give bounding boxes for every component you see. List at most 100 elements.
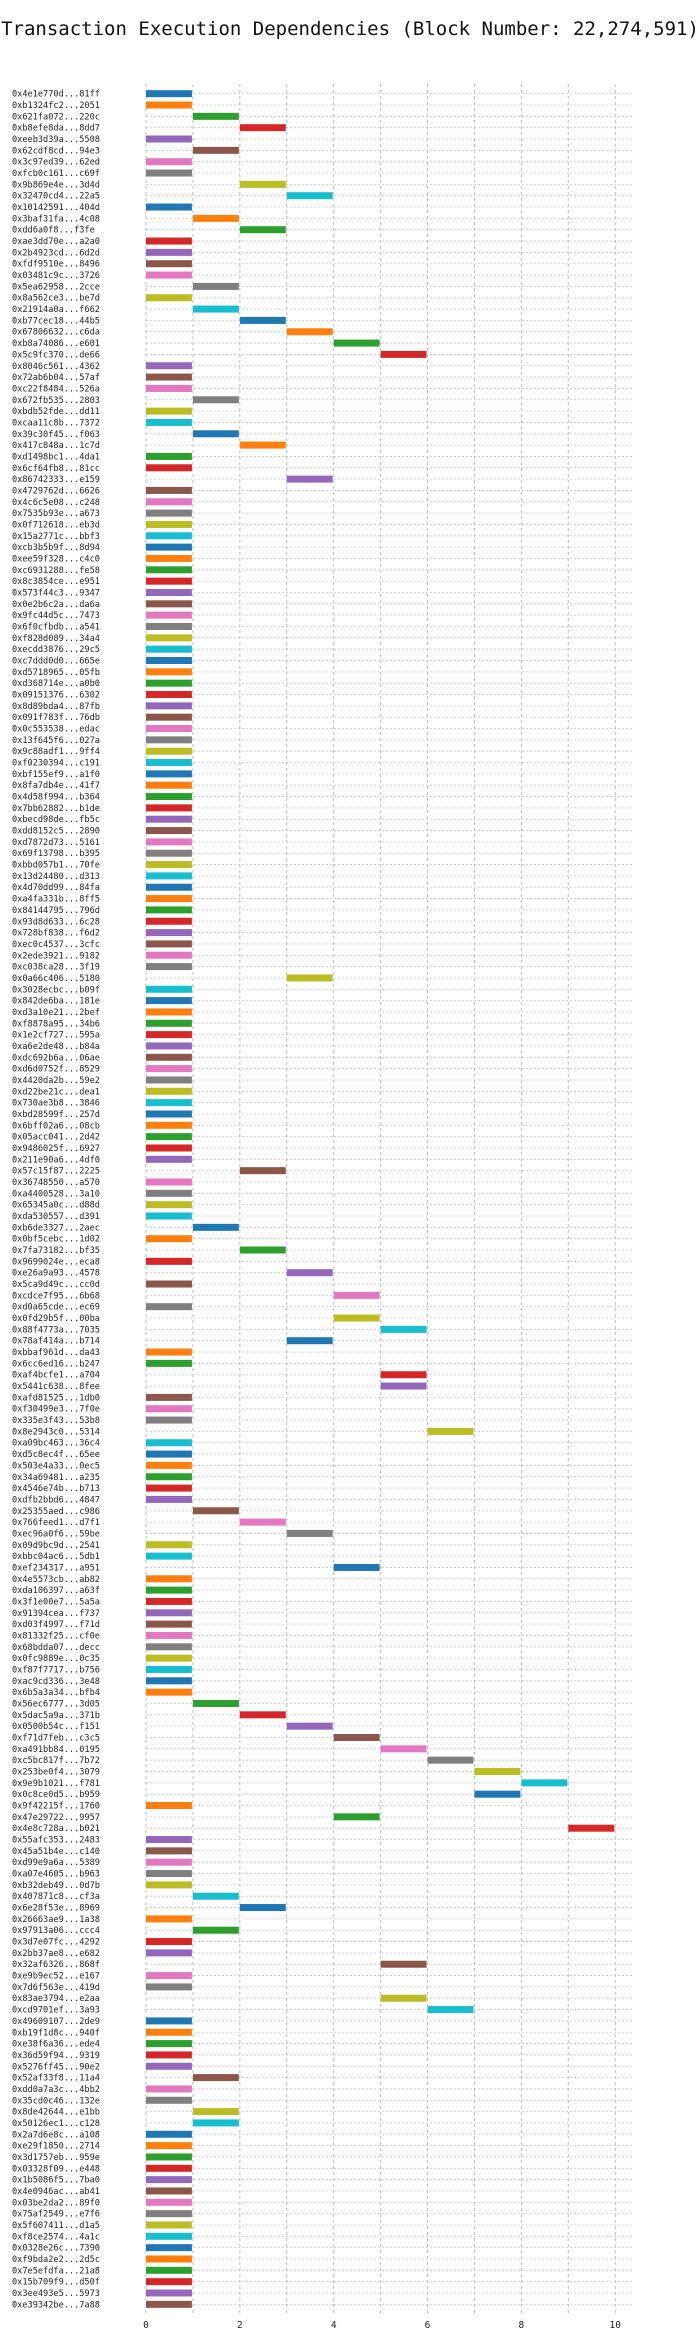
y-tick-label: 0xae3dd70e...a2a0 <box>12 237 100 247</box>
y-tick-label: 0x0f712618...eb3d <box>12 520 100 530</box>
transaction-bar <box>146 452 192 460</box>
transaction-bar <box>146 1881 192 1889</box>
transaction-bar <box>146 2176 192 2184</box>
transaction-bar <box>146 1972 192 1980</box>
y-tick-label: 0x72ab6b04...57af <box>12 373 100 383</box>
y-tick-label: 0x5c9fc370...de66 <box>12 350 100 360</box>
y-tick-label: 0x621fa072...220c <box>12 112 100 122</box>
y-tick-label: 0x26663ae9...1a38 <box>12 1915 100 1925</box>
transaction-bar <box>286 328 333 336</box>
transaction-bar <box>146 2198 192 2206</box>
transaction-bar <box>146 2028 192 2036</box>
transaction-bar <box>192 214 239 222</box>
transaction-bar <box>146 997 192 1005</box>
transaction-bar <box>521 1779 568 1787</box>
transaction-bar <box>192 282 239 290</box>
y-tick-label: 0x86742333...e159 <box>12 475 100 485</box>
x-tick-label: 10 <box>610 2320 622 2331</box>
y-tick-label: 0x52af33f8...11a4 <box>12 2074 100 2084</box>
y-tick-label: 0x56ec6777...3d05 <box>12 1699 100 1709</box>
transaction-bar <box>146 1280 192 1288</box>
transaction-bar <box>146 1087 192 1095</box>
transaction-bar <box>146 2017 192 2025</box>
y-tick-label: 0x78af414a...b714 <box>12 1337 100 1347</box>
y-tick-label: 0x091f783f...76db <box>12 713 100 723</box>
transaction-bar <box>192 430 239 438</box>
y-tick-label: 0x6f0cfbdb...a541 <box>12 622 100 632</box>
transaction-bar <box>380 1325 427 1333</box>
y-tick-label: 0x15a2771c...bbf3 <box>12 532 100 542</box>
transaction-bar <box>146 2164 192 2172</box>
transaction-bar <box>146 2255 192 2263</box>
y-tick-label: 0xd368714e...a0b0 <box>12 679 100 689</box>
y-tick-label: 0x503e4a33...0ec5 <box>12 1461 100 1471</box>
transaction-bar <box>286 1529 333 1537</box>
transaction-bar <box>146 588 192 596</box>
transaction-bar <box>146 362 192 370</box>
y-tick-label: 0xa4fa331b...8ff5 <box>12 895 100 905</box>
y-tick-label: 0x0a66c406...5180 <box>12 974 100 984</box>
transaction-bar <box>286 1337 333 1345</box>
transaction-bar <box>146 1665 192 1673</box>
y-tick-label: 0xd22be21c...dea1 <box>12 1087 100 1097</box>
transaction-bar <box>146 940 192 948</box>
y-tick-label: 0x672fb535...2803 <box>12 396 100 406</box>
y-tick-label: 0x69f13798...b395 <box>12 849 100 859</box>
y-tick-label: 0x4d58f994...b364 <box>12 793 100 803</box>
transaction-bar <box>146 90 192 98</box>
y-tick-label: 0x13f645f6...027a <box>12 736 100 746</box>
y-tick-label: 0x5ea62958...2cce <box>12 282 100 292</box>
y-tick-label: 0x6cf64fb8...81cc <box>12 464 100 474</box>
y-tick-label: 0x8046c561...4362 <box>12 362 100 372</box>
y-tick-label: 0xdc692b6a...06ae <box>12 1053 100 1063</box>
y-tick-label: 0xb32deb49...0d7b <box>12 1881 100 1891</box>
y-tick-label: 0xd99e9a6a...5389 <box>12 1858 100 1868</box>
y-tick-label: 0xd5c8ec4f...65ee <box>12 1450 100 1460</box>
transaction-bar <box>380 1745 427 1753</box>
transaction-bar <box>146 1870 192 1878</box>
transaction-bar <box>146 1201 192 1209</box>
y-tick-label: 0x417c848a...1c7d <box>12 441 100 451</box>
transaction-bar <box>146 2187 192 2195</box>
transaction-bar <box>146 793 192 801</box>
y-tick-label: 0x09d9bc9d...2541 <box>12 1541 100 1551</box>
y-tick-label: 0xf87f7717...b756 <box>12 1665 100 1675</box>
transaction-bar <box>146 1609 192 1617</box>
y-tick-label: 0xbbaf961d...da43 <box>12 1348 100 1358</box>
y-tick-label: 0xbbd057b1...70fe <box>12 861 100 871</box>
transaction-bar <box>146 1677 192 1685</box>
transaction-bar <box>146 532 192 540</box>
y-tick-label: 0x84144795...796d <box>12 906 100 916</box>
y-tick-label: 0x3f1e00e7...5a5a <box>12 1597 100 1607</box>
y-tick-label: 0x50126ec1...c128 <box>12 2119 100 2129</box>
transaction-bar <box>146 1915 192 1923</box>
y-tick-label: 0x4e0946ac...ab41 <box>12 2187 100 2197</box>
y-tick-label: 0x8fa7db4e...41f7 <box>12 781 100 791</box>
y-tick-label: 0x03481c9c...3726 <box>12 271 100 281</box>
transaction-bar <box>146 895 192 903</box>
y-tick-label: 0x39c30f45...f063 <box>12 430 100 440</box>
transaction-bar <box>146 1178 192 1186</box>
y-tick-label: 0x6bff02a6...08cb <box>12 1121 100 1131</box>
transaction-bar <box>333 1563 380 1571</box>
transaction-bar <box>333 1291 380 1299</box>
y-tick-label: 0x7bb62882...b1de <box>12 804 100 814</box>
y-tick-label: 0xdd0a7a3c...4bb2 <box>12 2085 100 2095</box>
x-tick-label: 8 <box>519 2320 525 2331</box>
y-tick-label: 0x83ae3794...e2aa <box>12 1994 100 2004</box>
transaction-bar <box>146 248 192 256</box>
y-tick-label: 0xc6931288...fe58 <box>12 566 100 576</box>
transaction-bar <box>146 736 192 744</box>
y-tick-label: 0x0c553538...edac <box>12 725 100 735</box>
transaction-bar <box>146 464 192 472</box>
y-tick-label: 0x4c6c5e08...c248 <box>12 498 100 508</box>
transaction-bar <box>146 271 192 279</box>
transaction-bar <box>146 747 192 755</box>
y-tick-label: 0xe38f6a36...ede4 <box>12 2040 100 2050</box>
transaction-bar <box>146 294 192 302</box>
y-tick-label: 0x47e29722...9957 <box>12 1813 100 1823</box>
transaction-bar <box>146 2278 192 2286</box>
transaction-bar <box>146 668 192 676</box>
y-tick-label: 0x5dac5a9a...371b <box>12 1711 100 1721</box>
transaction-bar <box>146 1348 192 1356</box>
